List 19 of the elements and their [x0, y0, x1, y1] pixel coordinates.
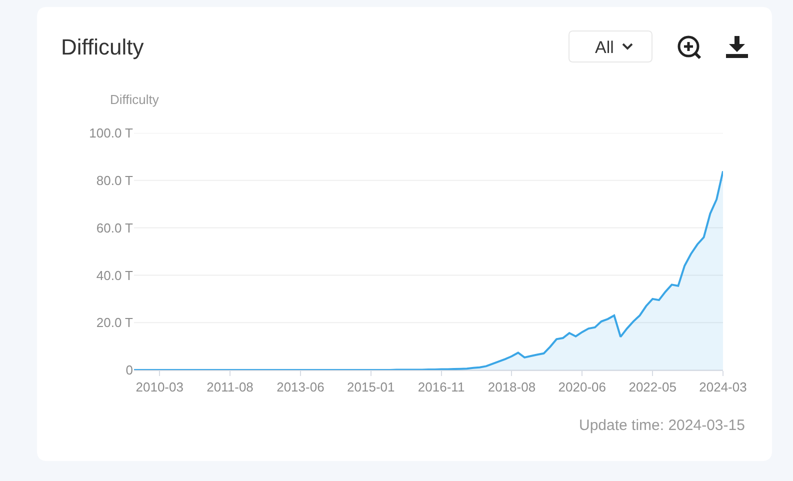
x-tick-label: 2016-11: [418, 380, 465, 395]
x-tick-label: 2011-08: [206, 380, 254, 395]
y-tick-label: 40.0 T: [96, 268, 134, 283]
x-tick-label: 2015-01: [347, 380, 395, 395]
x-tick-label: 2020-06: [558, 380, 606, 395]
text: Update time: 2024-03-15: [579, 417, 745, 434]
y-tick-label: 100.0 T: [89, 126, 134, 141]
x-tick-label: 2013-06: [276, 380, 324, 395]
text: All: [595, 38, 614, 57]
y-axis-title: Difficulty: [110, 92, 160, 107]
x-tick-label: 2022-05: [628, 380, 676, 395]
x-tick-label: 2024-03: [699, 380, 747, 395]
x-tick-label: 2010-03: [136, 380, 184, 395]
y-tick-label: 20.0 T: [96, 315, 134, 330]
y-tick-label: 60.0 T: [96, 220, 134, 236]
x-tick-label: 2018-08: [488, 380, 536, 395]
y-tick-label: 0: [126, 362, 133, 378]
chart-title: Difficulty: [61, 34, 144, 60]
y-tick-label: 80.0 T: [96, 172, 134, 188]
